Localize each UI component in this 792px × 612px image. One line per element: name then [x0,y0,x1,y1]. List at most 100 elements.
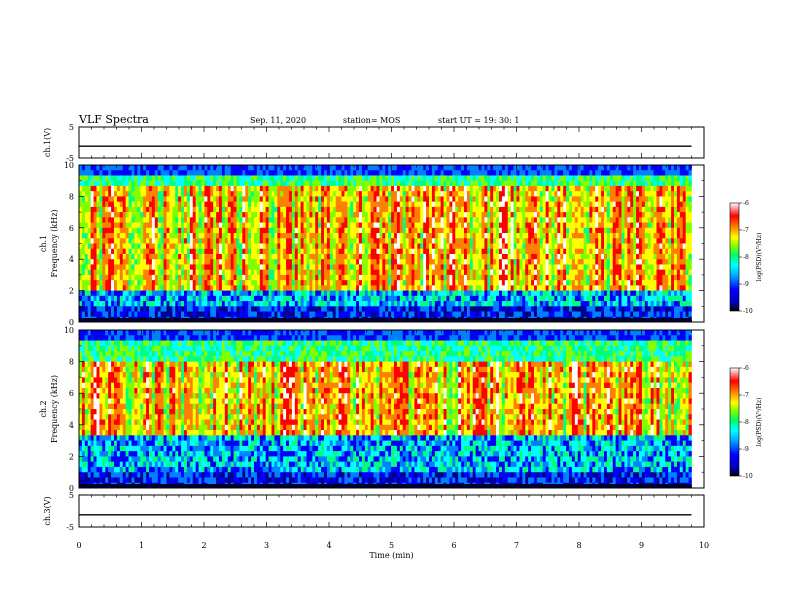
sp1-cell [504,191,509,197]
sp1-cell [359,222,363,229]
sp1-cell [213,180,217,187]
sp1-cell [519,306,523,312]
sp1-cell [376,311,380,318]
sp1-cell [93,175,97,181]
sp1-cell [207,285,211,291]
sp1-cell [119,290,124,297]
sp1-cell [324,180,328,187]
sp1-cell [504,264,509,270]
sp1-cell [84,217,89,223]
sp1-cell [324,165,328,171]
sp1-cell [513,301,517,307]
sp1-cell [539,227,544,234]
sp1-cell [367,311,371,318]
sp1-cell [426,180,430,187]
sp1-cell [367,170,371,176]
sp1-cell [90,311,94,318]
sp1-cell [309,175,313,181]
sp1-cell [312,217,316,223]
sp1-cell [96,238,100,244]
sp1-cell [201,175,205,181]
sp1-cell [475,233,479,239]
sp1-cell [175,301,179,307]
sp1-cell [219,243,223,250]
sp1-cell [116,264,121,270]
sp1-cell [411,290,415,297]
sp1-cell [297,274,301,281]
sp1-cell [216,170,220,176]
sp1-cell [265,233,269,239]
sp1-cell [172,180,176,187]
sp1-cell [178,238,182,244]
sp1-cell [163,206,167,213]
sp1-cell [464,233,468,239]
sp1-cell [154,196,159,202]
sp1-cell [312,201,316,208]
sp1-cell [356,264,360,270]
sp1-cell [146,222,150,229]
sp1-cell [525,180,529,187]
sp1-cell [481,201,485,208]
sp1-cell [108,264,112,270]
sp1-cell [181,253,185,260]
sp1-cell [256,306,261,312]
sp1-cell [437,259,441,265]
sp1-cell [300,196,304,202]
sp1-cell [96,217,100,223]
sp1-cell [405,170,409,176]
sp1-cell [134,295,138,302]
sp1-cell [344,180,348,187]
sp1-cell [338,233,342,239]
sp1-cell [140,290,144,297]
sp1-cell [271,222,275,229]
sp1-cell [391,248,395,255]
sp1-cell [256,269,261,276]
sp1-cell [265,170,269,176]
sp1-cell [175,311,179,318]
sp1-cell [452,295,456,302]
sp1-cell [254,212,258,218]
sp1-cell [431,165,436,171]
sp1-cell [87,248,91,255]
sp1-cell [262,248,266,255]
sp1-cell [143,264,147,270]
sp1-cell [283,259,287,265]
sp1-cell [265,196,269,202]
sp1-cell [233,206,237,213]
sp1-cell [262,264,266,270]
sp1-cell [198,290,202,297]
sp1-cell [379,201,383,208]
sp1-cell [195,301,199,307]
sp1-cell [347,306,351,312]
sp1-cell [522,306,526,312]
sp1-cell [227,259,231,265]
sp1-cell [114,285,118,291]
sp1-cell [213,185,217,192]
sp1-cell [172,269,176,276]
sp1-cell [408,290,412,297]
sp1-cell [426,222,430,229]
sp1-cell [399,295,404,302]
sp1-cell [481,295,485,302]
sp1-cell [216,253,220,260]
sp1-cell [294,295,299,302]
sp1-cell [499,222,503,229]
sp1-cell [461,248,465,255]
sp1-cell [277,165,281,171]
sp1-cell [259,306,264,312]
sp1-cell [338,301,342,307]
sp1-cell [242,301,246,307]
sp1-cell [458,180,462,187]
sp1-cell [519,180,523,187]
sp1-cell [219,212,223,218]
sp1-cell [522,233,526,239]
sp1-cell [265,185,269,192]
sp1-cell [291,259,296,265]
sp1-cell [81,238,86,244]
sp1-cell [186,212,191,218]
sp1-cell [417,243,421,250]
sp1-cell [469,175,474,181]
sp1-cell [446,233,450,239]
sp1-cell [300,269,304,276]
sp1-cell [248,274,252,281]
